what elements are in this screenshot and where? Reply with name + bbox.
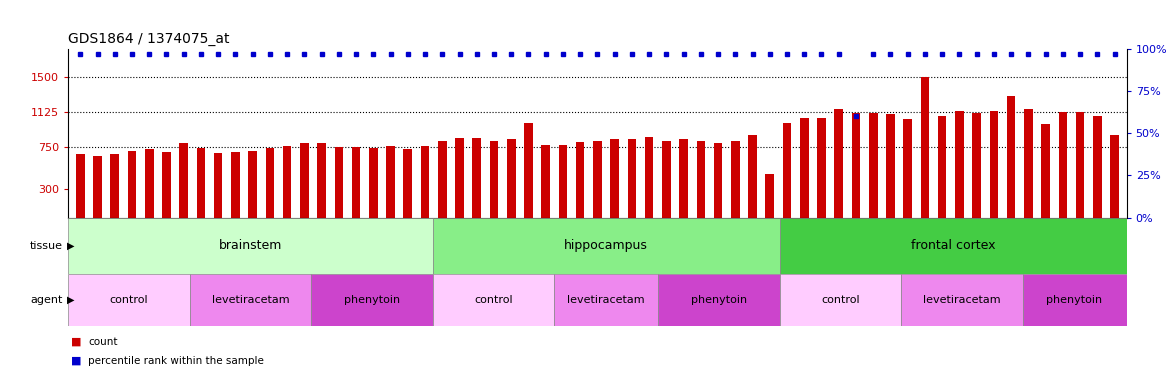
Bar [248, 151, 258, 217]
Bar [1022, 274, 1127, 326]
Text: hippocampus: hippocampus [564, 239, 648, 252]
Bar [386, 146, 395, 218]
Bar [541, 146, 550, 218]
Text: phenytoin: phenytoin [343, 295, 400, 305]
Bar [644, 137, 654, 218]
Bar [162, 152, 171, 217]
Text: control: control [109, 295, 148, 305]
Text: ■: ■ [71, 356, 81, 366]
Bar [1093, 116, 1102, 218]
Text: phenytoin: phenytoin [1047, 295, 1103, 305]
Bar [989, 111, 998, 218]
Bar [403, 149, 412, 217]
Bar [334, 147, 343, 218]
Bar [437, 141, 447, 218]
Bar [800, 118, 809, 218]
Bar [180, 144, 188, 218]
Bar [489, 141, 499, 218]
Bar [817, 118, 826, 218]
Text: control: control [474, 295, 513, 305]
Bar [937, 116, 947, 218]
Bar [232, 152, 240, 217]
Bar [1076, 112, 1084, 218]
Text: count: count [88, 337, 118, 347]
Text: percentile rank within the sample: percentile rank within the sample [88, 356, 265, 366]
Bar [610, 139, 619, 218]
Bar [93, 156, 102, 218]
Bar [628, 139, 636, 218]
Bar [196, 148, 206, 217]
Text: levetiracetam: levetiracetam [923, 295, 1001, 305]
Bar [554, 274, 659, 326]
Text: frontal cortex: frontal cortex [911, 239, 995, 252]
Bar [1110, 135, 1118, 218]
Bar [780, 217, 1127, 274]
Text: levetiracetam: levetiracetam [212, 295, 289, 305]
Bar [266, 148, 274, 217]
Bar [659, 274, 780, 326]
Bar [282, 146, 292, 218]
Text: ▶: ▶ [67, 241, 74, 250]
Bar [433, 274, 554, 326]
Bar [507, 139, 515, 218]
Bar [766, 174, 774, 217]
Bar [662, 141, 670, 218]
Bar [748, 135, 757, 218]
Bar [300, 144, 308, 218]
Text: ■: ■ [71, 337, 81, 347]
Text: agent: agent [29, 295, 62, 305]
Bar [433, 217, 780, 274]
Bar [887, 114, 895, 218]
Bar [696, 141, 706, 218]
Bar [780, 274, 901, 326]
Text: GDS1864 / 1374075_at: GDS1864 / 1374075_at [68, 32, 229, 46]
Bar [524, 123, 533, 218]
Bar [473, 138, 481, 218]
Bar [68, 274, 189, 326]
Bar [189, 274, 312, 326]
Text: brainstem: brainstem [219, 239, 282, 252]
Bar [869, 112, 877, 218]
Bar [369, 148, 377, 217]
Bar [1024, 109, 1033, 217]
Bar [214, 153, 222, 218]
Bar [851, 113, 861, 218]
Text: ▶: ▶ [67, 295, 74, 305]
Bar [955, 111, 963, 218]
Bar [421, 146, 429, 218]
Bar [714, 144, 722, 218]
Bar [318, 142, 326, 218]
Bar [145, 149, 154, 217]
Bar [312, 274, 433, 326]
Bar [835, 109, 843, 217]
Bar [731, 141, 740, 218]
Bar [1041, 124, 1050, 218]
Bar [352, 147, 360, 218]
Bar [783, 123, 791, 218]
Bar [455, 138, 463, 218]
Bar [68, 217, 433, 274]
Bar [576, 142, 584, 218]
Text: tissue: tissue [29, 241, 62, 250]
Bar [128, 151, 136, 217]
Bar [1058, 112, 1067, 218]
Text: levetiracetam: levetiracetam [567, 295, 644, 305]
Bar [901, 274, 1022, 326]
Bar [680, 139, 688, 218]
Bar [559, 146, 567, 218]
Text: control: control [821, 295, 860, 305]
Bar [973, 112, 981, 218]
Bar [921, 77, 929, 218]
Bar [593, 141, 602, 218]
Text: phenytoin: phenytoin [690, 295, 747, 305]
Bar [76, 154, 85, 218]
Bar [1007, 96, 1015, 218]
Bar [111, 154, 119, 218]
Bar [903, 119, 913, 218]
